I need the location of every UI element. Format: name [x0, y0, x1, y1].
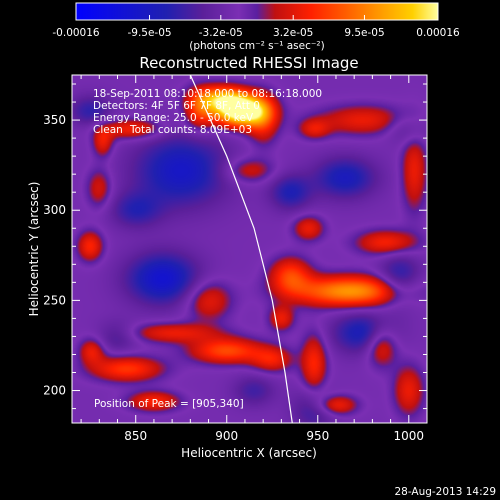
colorbar-gradient: [75, 2, 439, 21]
plot-frame: [71, 74, 428, 424]
y-axis-label: Heliocentric Y (arcsec): [27, 182, 41, 317]
axis-ticks: 850 900 950 1000 200 250 300 350: [43, 75, 427, 443]
colorbar-tick-label: 0.00016: [416, 27, 460, 39]
annotation-peak-position: Position of Peak = [905,340]: [94, 398, 244, 410]
annotation-energy-range: Energy Range: 25.0 - 50.0 keV: [93, 112, 254, 124]
generation-timestamp: 28-Aug-2013 14:29: [394, 486, 496, 498]
colorbar-tick-label: -9.5e-05: [127, 27, 171, 39]
colorbar-tick-label: -0.00016: [52, 27, 100, 39]
chart-title: Reconstructed RHESSI Image: [139, 54, 358, 72]
x-axis-label: Heliocentric X (arcsec): [181, 446, 317, 460]
y-tick-label: 350: [43, 113, 66, 127]
x-tick-label: 900: [215, 429, 238, 443]
colorbar: -0.00016 -9.5e-05 -3.2e-05 3.2e-05 9.5e-05 0.…: [52, 2, 460, 52]
colorbar-ticks: -0.00016 -9.5e-05 -3.2e-05 3.2e-05 9.5e-05 0.…: [52, 15, 460, 39]
y-tick-label: 200: [43, 384, 66, 398]
annotation-total-counts: Total counts: 8.09E+03: [129, 124, 252, 136]
annotation-detectors: Detectors: 4F 5F 6F 7F 8F, Att 0: [93, 100, 260, 112]
colorbar-tick-label: 3.2e-05: [273, 27, 313, 39]
colorbar-unit-label: (photons cm⁻² s⁻¹ asec⁻²): [189, 40, 324, 52]
solar-limb-line: [189, 75, 293, 423]
heatmap-image: [72, 75, 427, 423]
annotation-method: Clean: [93, 124, 123, 136]
colorbar-tick-label: 9.5e-05: [344, 27, 384, 39]
y-tick-label: 300: [43, 203, 66, 217]
colorbar-tick-label: -3.2e-05: [199, 27, 243, 39]
x-tick-label: 950: [306, 429, 329, 443]
y-tick-label: 250: [43, 293, 66, 307]
plot-area: 850 900 950 1000 200 250 300 350 18-Sep-2011 08…: [43, 74, 428, 443]
x-tick-label: 850: [124, 429, 147, 443]
annotation-time-range: 18-Sep-2011 08:10:18.000 to 08:16:18.000: [93, 88, 322, 100]
x-tick-label: 1000: [394, 429, 425, 443]
